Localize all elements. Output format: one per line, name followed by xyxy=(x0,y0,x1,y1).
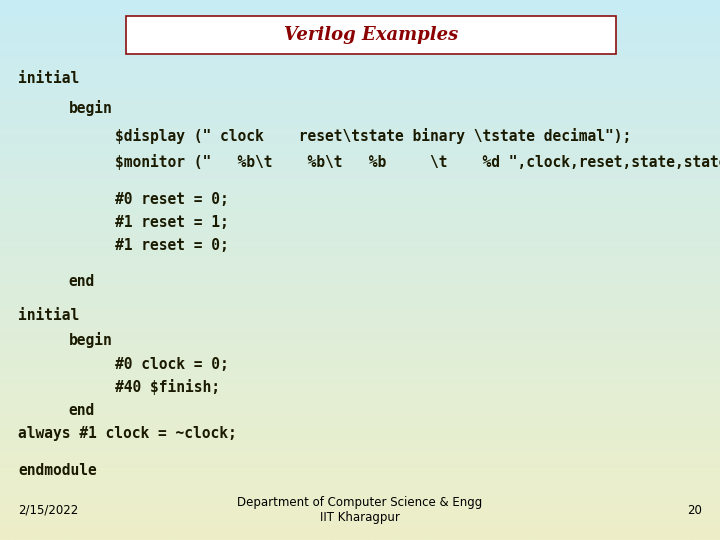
Text: begin: begin xyxy=(68,100,112,116)
Text: #0 reset = 0;: #0 reset = 0; xyxy=(115,192,229,207)
Text: #0 clock = 0;: #0 clock = 0; xyxy=(115,357,229,372)
Text: initial: initial xyxy=(18,71,79,86)
Text: end: end xyxy=(68,274,94,289)
FancyBboxPatch shape xyxy=(126,16,616,54)
Text: begin: begin xyxy=(68,332,112,348)
Text: #1 reset = 1;: #1 reset = 1; xyxy=(115,215,229,230)
Text: always #1 clock = ~clock;: always #1 clock = ~clock; xyxy=(18,426,237,441)
Text: #1 reset = 0;: #1 reset = 0; xyxy=(115,238,229,253)
Text: Department of Computer Science & Engg
IIT Kharagpur: Department of Computer Science & Engg II… xyxy=(238,496,482,524)
Text: initial: initial xyxy=(18,308,79,323)
Text: $monitor ("   %b\t    %b\t   %b     \t    %d ",clock,reset,state,state);: $monitor (" %b\t %b\t %b \t %d ",clock,r… xyxy=(115,154,720,170)
Text: $display (" clock    reset\tstate binary \tstate decimal");: $display (" clock reset\tstate binary \t… xyxy=(115,128,631,144)
Text: Verilog Examples: Verilog Examples xyxy=(284,26,458,44)
Text: endmodule: endmodule xyxy=(18,463,96,478)
Text: 2/15/2022: 2/15/2022 xyxy=(18,504,78,517)
Text: end: end xyxy=(68,403,94,418)
Text: 20: 20 xyxy=(687,504,702,517)
Text: #40 $finish;: #40 $finish; xyxy=(115,379,220,395)
